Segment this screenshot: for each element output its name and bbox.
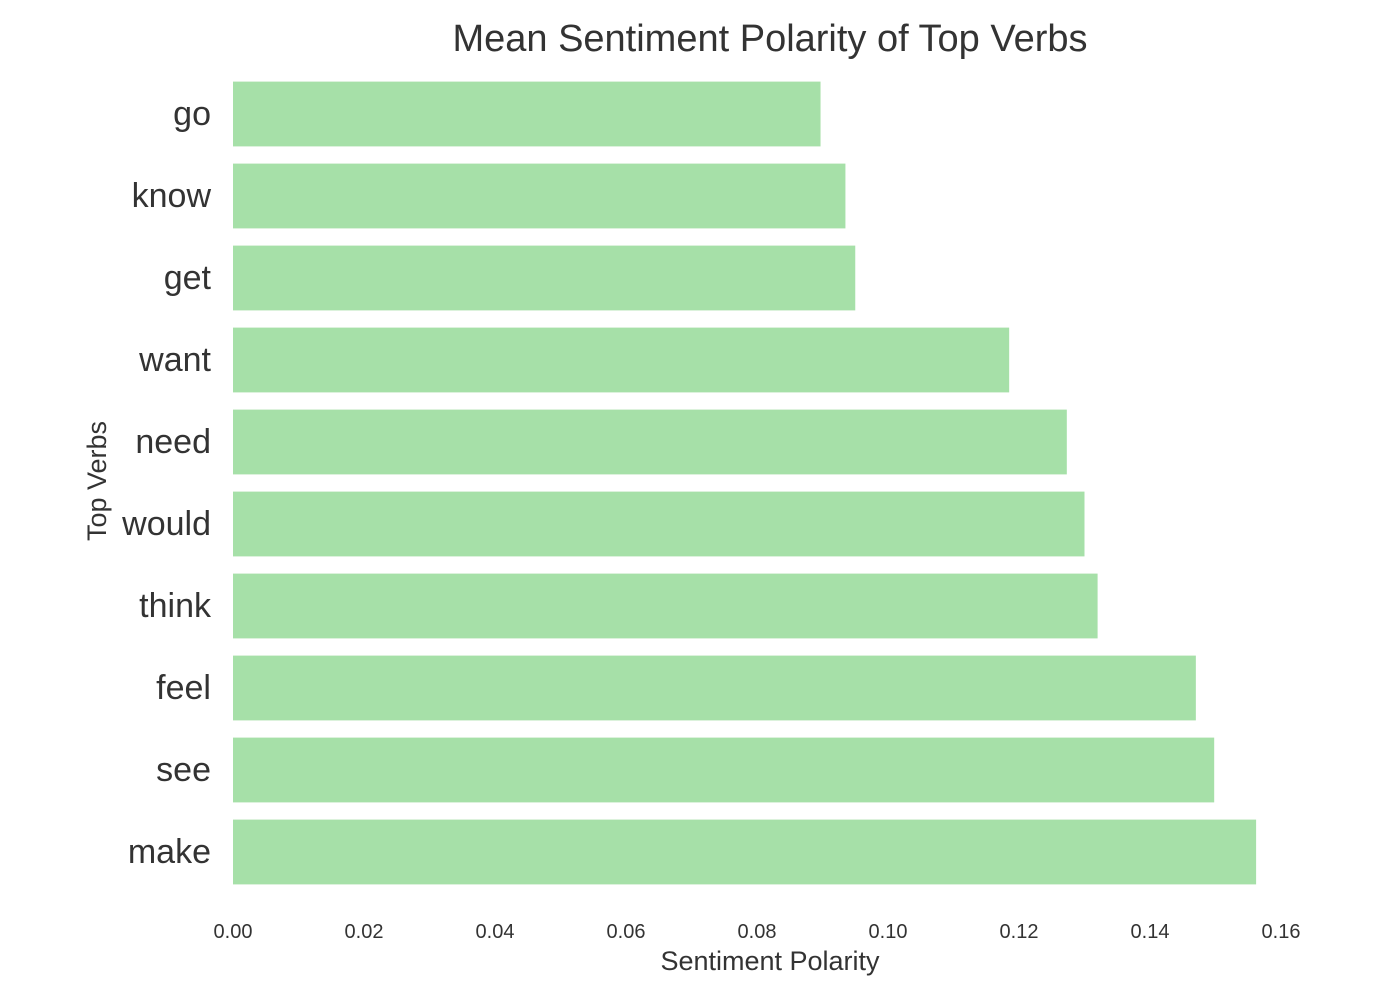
bar-want [233, 327, 1010, 393]
x-tick-label: 0.02 [345, 921, 384, 943]
bar-think [233, 573, 1098, 639]
x-tick-label: 0.10 [869, 921, 908, 943]
x-tick-label: 0.12 [1000, 921, 1039, 943]
x-tick-labels: 0.00 0.02 0.04 0.06 0.08 0.10 0.12 0.14 0.16 [214, 921, 1301, 943]
bar-need [233, 409, 1067, 475]
chart-title: Mean Sentiment Polarity of Top Verbs [452, 18, 1087, 60]
y-tick-label-know: know [132, 177, 212, 215]
x-axis-label: Sentiment Polarity [660, 946, 880, 976]
bar-make [233, 819, 1257, 885]
y-tick-label-feel: feel [156, 669, 211, 707]
bar-get [233, 245, 856, 311]
x-tick-label: 0.06 [607, 921, 646, 943]
x-tick-label: 0.08 [738, 921, 777, 943]
y-tick-label-need: need [135, 423, 211, 461]
bar-see [233, 737, 1215, 803]
x-tick-label: 0.00 [214, 921, 253, 943]
y-tick-label-get: get [164, 259, 212, 297]
x-tick-label: 0.04 [476, 921, 515, 943]
x-tick-label: 0.16 [1262, 921, 1301, 943]
y-axis-label: Top Verbs [82, 421, 112, 541]
bar-know [233, 163, 846, 229]
bar-go [233, 81, 821, 147]
y-tick-label-make: make [128, 833, 211, 871]
y-tick-label-think: think [139, 587, 212, 625]
x-tick-label: 0.14 [1131, 921, 1170, 943]
y-tick-label-want: want [138, 341, 211, 379]
bar-feel [233, 655, 1196, 721]
y-tick-label-see: see [156, 751, 211, 789]
y-tick-labels: go know get want need would think feel see make [121, 95, 212, 871]
y-tick-label-go: go [173, 95, 211, 133]
y-tick-label-would: would [121, 505, 211, 543]
bar-would [233, 491, 1085, 557]
bars [233, 81, 1257, 885]
